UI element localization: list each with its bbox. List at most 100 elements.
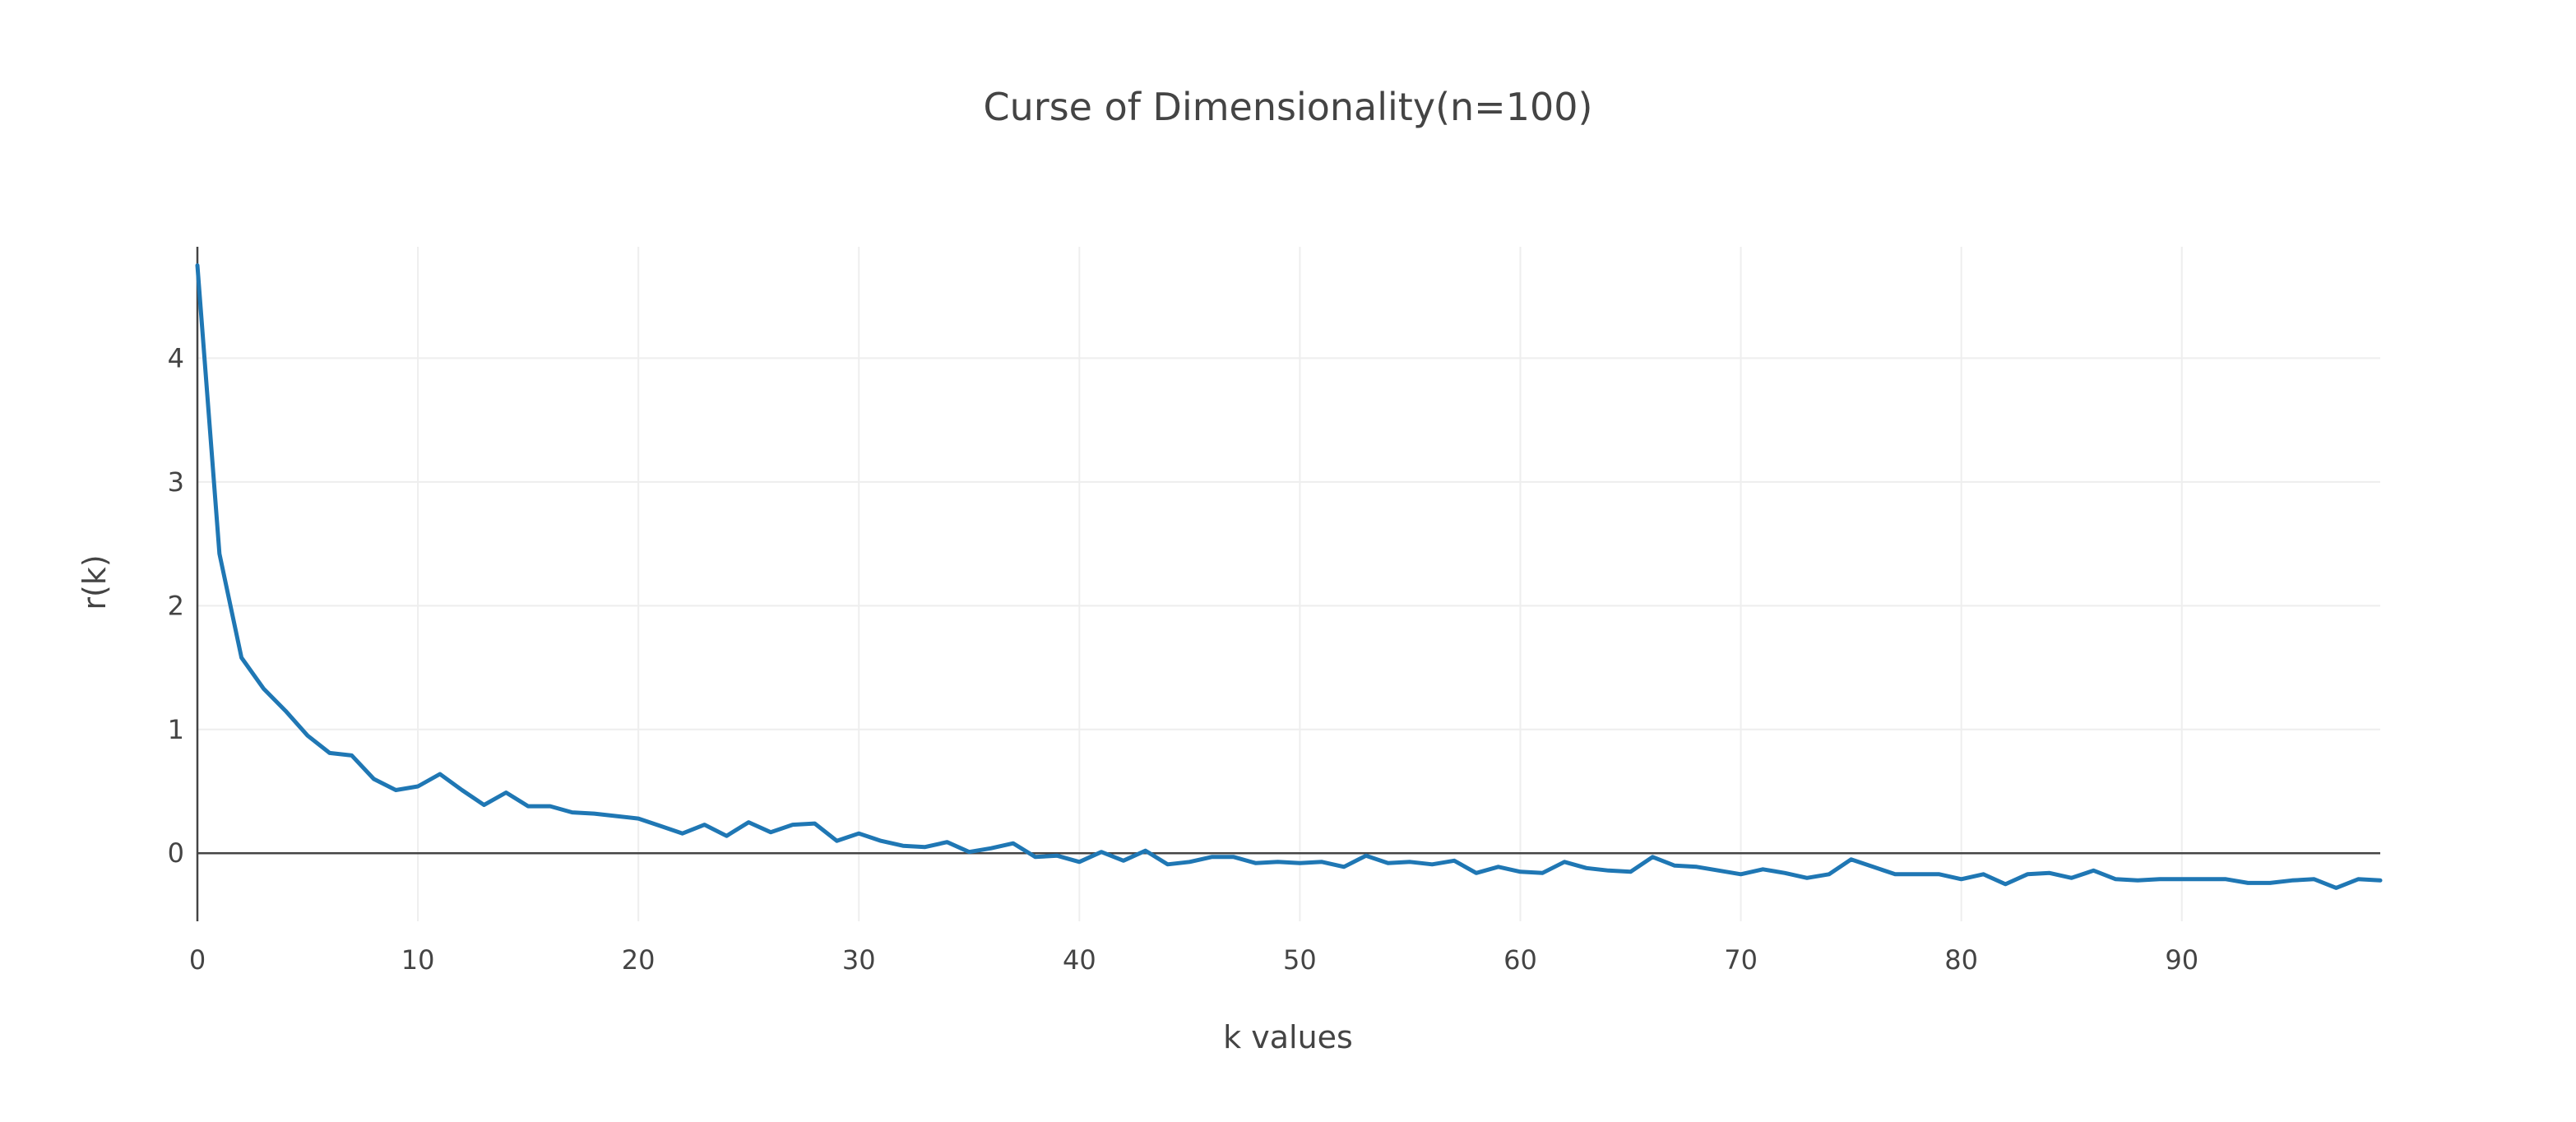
data-point bbox=[1187, 860, 1192, 865]
data-point bbox=[217, 551, 222, 556]
data-point bbox=[2025, 872, 2030, 877]
data-point bbox=[2180, 877, 2185, 882]
data-point bbox=[592, 811, 597, 816]
data-point bbox=[1297, 860, 1302, 865]
x-tick-label: 10 bbox=[401, 944, 435, 976]
data-point bbox=[1562, 860, 1567, 865]
data-point bbox=[1915, 872, 1920, 877]
data-point bbox=[1540, 870, 1545, 875]
data-point bbox=[1805, 875, 1809, 880]
data-point bbox=[1364, 853, 1369, 858]
data-point bbox=[1606, 868, 1611, 873]
data-point bbox=[2333, 885, 2338, 890]
data-point bbox=[2290, 878, 2295, 883]
data-point bbox=[1496, 865, 1501, 869]
data-point bbox=[1165, 862, 1170, 867]
data-point bbox=[944, 840, 949, 845]
data-point bbox=[1672, 863, 1677, 868]
data-point bbox=[1386, 860, 1391, 865]
data-point bbox=[305, 733, 310, 738]
data-point bbox=[1143, 848, 1148, 853]
x-tick-label: 90 bbox=[2165, 944, 2198, 976]
data-point bbox=[1517, 869, 1522, 874]
data-point bbox=[1629, 869, 1633, 874]
y-tick-label: 4 bbox=[168, 342, 184, 373]
axis-layer bbox=[196, 247, 2380, 921]
data-point bbox=[393, 788, 398, 793]
data-point bbox=[2047, 870, 2052, 875]
data-point bbox=[526, 804, 530, 809]
data-point bbox=[1099, 850, 1104, 855]
data-point bbox=[2312, 877, 2317, 882]
data-point bbox=[2157, 877, 2162, 882]
data-point bbox=[1959, 877, 1964, 882]
data-point bbox=[1033, 855, 1038, 860]
data-point bbox=[482, 803, 487, 808]
data-point bbox=[371, 777, 376, 781]
data-point bbox=[1474, 870, 1479, 875]
data-point bbox=[2223, 877, 2228, 882]
data-point bbox=[2268, 880, 2273, 885]
data-point bbox=[1694, 865, 1699, 869]
data-point bbox=[834, 838, 839, 843]
data-point bbox=[966, 850, 971, 855]
data-point bbox=[1893, 872, 1897, 877]
data-point bbox=[2091, 868, 2096, 873]
y-tick-label: 0 bbox=[168, 837, 184, 869]
data-point bbox=[1276, 860, 1281, 865]
data-point bbox=[2113, 877, 2118, 882]
x-tick-label: 50 bbox=[1283, 944, 1317, 976]
data-point bbox=[1055, 853, 1060, 858]
data-point bbox=[2356, 877, 2361, 882]
data-point bbox=[460, 788, 465, 793]
series-layer bbox=[195, 263, 2383, 890]
data-point bbox=[1584, 865, 1589, 870]
data-point bbox=[503, 790, 508, 795]
x-tick-label: 30 bbox=[842, 944, 876, 976]
data-point bbox=[1760, 867, 1765, 872]
data-point bbox=[2069, 875, 2074, 880]
data-point bbox=[923, 845, 928, 850]
data-point bbox=[1452, 858, 1457, 863]
data-point bbox=[1319, 860, 1324, 865]
data-point bbox=[239, 656, 244, 661]
data-point bbox=[746, 820, 751, 825]
data-point bbox=[878, 838, 883, 843]
series-line bbox=[195, 263, 2383, 890]
data-point bbox=[724, 833, 729, 838]
data-point bbox=[548, 804, 553, 809]
data-point bbox=[570, 810, 575, 815]
data-point bbox=[768, 830, 773, 835]
data-point bbox=[2003, 882, 2008, 887]
data-point bbox=[1782, 870, 1787, 875]
data-point bbox=[438, 772, 442, 777]
data-point bbox=[856, 831, 861, 836]
data-point bbox=[1077, 860, 1082, 865]
data-point bbox=[327, 750, 332, 755]
data-point bbox=[1429, 862, 1434, 867]
x-tick-label: 20 bbox=[622, 944, 656, 976]
data-point bbox=[283, 708, 288, 713]
data-point bbox=[350, 753, 354, 758]
x-tick-label: 0 bbox=[189, 944, 206, 976]
x-tick-label: 40 bbox=[1063, 944, 1096, 976]
data-point bbox=[1717, 868, 1721, 873]
data-point bbox=[1407, 860, 1412, 865]
x-tick-label: 80 bbox=[1944, 944, 1978, 976]
y-axis-title: r(k) bbox=[76, 554, 113, 610]
y-tick-label: 3 bbox=[168, 466, 184, 498]
data-point bbox=[1827, 872, 1832, 877]
data-point bbox=[2378, 878, 2383, 883]
data-point bbox=[1121, 858, 1126, 863]
chart-title: Curse of Dimensionality(n=100) bbox=[984, 85, 1593, 129]
grid-layer bbox=[197, 247, 2380, 921]
data-point bbox=[1870, 865, 1875, 869]
x-tick-label: 60 bbox=[1503, 944, 1537, 976]
data-point bbox=[415, 784, 420, 789]
data-point bbox=[1849, 857, 1854, 862]
data-point bbox=[195, 263, 200, 268]
data-point bbox=[790, 823, 795, 828]
x-tick-label: 70 bbox=[1724, 944, 1758, 976]
